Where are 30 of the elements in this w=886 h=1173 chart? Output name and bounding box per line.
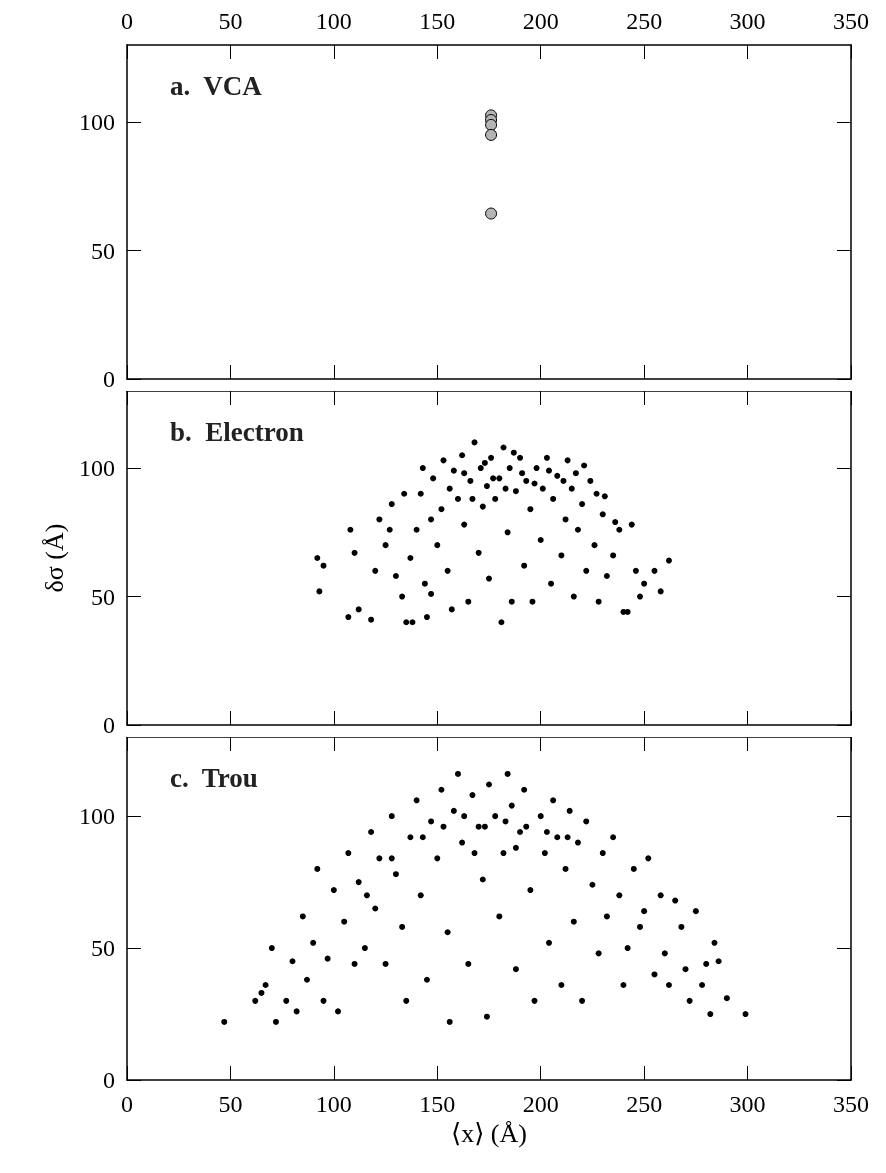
y-tick-label: 100 (79, 455, 115, 482)
y-tick-label: 50 (91, 583, 115, 610)
y-tick-label: 0 (103, 366, 115, 392)
x-tick-label: 0 (121, 1091, 133, 1117)
text: b. Electron (170, 416, 304, 447)
x-tick-label: 300 (729, 1091, 766, 1117)
y-tick-label: 100 (79, 109, 115, 136)
y-tick-label: 50 (91, 237, 115, 264)
y-tick-label: 100 (79, 803, 115, 830)
x2-tick-label: 250 (626, 8, 663, 34)
y-tick-label: 0 (103, 712, 115, 738)
x-tick-label: 50 (218, 1091, 243, 1117)
x2-tick-label: 350 (833, 8, 869, 34)
y-tick-label: 0 (103, 1067, 115, 1093)
text: c. Trou (170, 762, 258, 793)
x2-tick-label: 100 (315, 8, 352, 34)
x2-tick-label: 200 (522, 8, 559, 34)
x2-tick-label: 0 (121, 8, 133, 34)
text: a. VCA (170, 70, 263, 101)
y-tick-label: 50 (91, 935, 115, 962)
y-axis-title: δσ (Å) (39, 523, 69, 593)
x2-tick-label: 300 (729, 8, 766, 34)
x-tick-label: 250 (626, 1091, 663, 1117)
x-tick-label: 350 (833, 1091, 869, 1117)
x-tick-label: 100 (315, 1091, 352, 1117)
x-tick-label: 200 (522, 1091, 559, 1117)
x2-tick-label: 50 (218, 8, 243, 34)
x2-tick-label: 150 (419, 8, 456, 34)
x-axis-title: ⟨x⟩ (Å) (451, 1119, 527, 1149)
x-tick-label: 150 (419, 1091, 456, 1117)
